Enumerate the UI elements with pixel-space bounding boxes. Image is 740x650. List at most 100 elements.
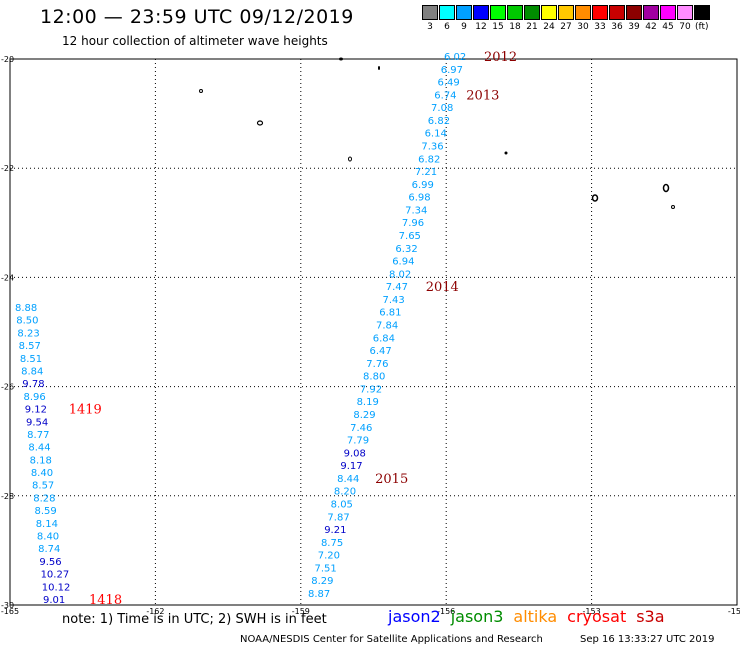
lon-tick-label: -156 [437,607,455,616]
swh-label: 8.40 [37,532,59,543]
lon-tick-label: -150 [728,607,740,616]
legend-label: 9 [461,22,467,32]
credit-text: NOAA/NESDIS Center for Satellite Applica… [240,634,543,645]
legend-swatch [575,5,591,20]
swh-label: 7.20 [318,551,340,562]
legend-swatch [592,5,608,20]
swh-label: 6.02 [444,52,466,63]
island-shape [199,89,203,93]
swh-label: 9.21 [324,525,346,536]
swh-label: 6.82 [428,116,450,127]
legend-swatch [473,5,489,20]
swh-label: 8.74 [38,544,60,555]
cycle-label: 2012 [484,50,517,65]
island-shape [378,66,380,70]
island-shape [348,156,352,162]
island-shape [504,151,508,155]
map-grid: -165 -162 -159 -156 -153 -150 -20 -22 -24 -26 -28 -… [1,55,740,616]
mission-name: cryosat [567,607,627,626]
swh-label: 7.43 [382,295,404,306]
lat-tick-label: -22 [1,164,14,173]
swh-label: 9.08 [344,448,366,459]
legend-label: 6 [444,22,450,32]
swh-label: 9.01 [43,595,65,606]
swh-label: 7.21 [415,167,437,178]
swh-label: 8.50 [16,316,38,327]
legend-swatch [507,5,523,20]
swh-label: 8.80 [363,372,385,383]
legend-unit: (ft) [695,22,709,32]
cycle-label: 1419 [69,403,102,418]
swh-label: 8.29 [353,410,375,421]
legend-swatch [490,5,506,20]
swh-label: 7.76 [366,359,388,370]
swh-label: 8.96 [24,392,46,403]
island-shape [591,194,599,202]
legend-label: 33 [594,22,606,32]
swh-label: 7.46 [350,423,372,434]
swh-label: 7.87 [327,512,349,523]
legend-label: 15 [492,22,504,32]
island-shape [256,120,264,126]
swh-label: 6.74 [434,90,456,101]
legend-swatch [609,5,625,20]
legend-label: 27 [560,22,572,32]
cycle-label: 2013 [466,88,499,103]
cycle-label: 1418 [89,593,122,608]
swh-label: 8.57 [32,481,54,492]
swh-label: 8.02 [389,269,411,280]
cycle-label: 2015 [375,472,408,487]
swh-label: 7.96 [402,218,424,229]
swh-label: 8.88 [15,303,37,314]
page-title: 12:00 — 23:59 UTC 09/12/2019 [40,6,354,28]
swh-label: 8.23 [17,328,39,339]
swh-label: 8.84 [21,366,43,377]
swh-label: 8.57 [19,341,41,352]
legend-label: 30 [577,22,589,32]
swh-label: 6.84 [373,333,395,344]
swh-label: 8.19 [357,397,379,408]
swh-label: 8.40 [31,468,53,479]
island-shape [339,57,343,61]
swh-label: 9.12 [25,405,47,416]
swh-label: 9.54 [26,417,48,428]
swh-label: 7.65 [399,231,421,242]
swh-label: 6.97 [441,65,463,76]
island-outlines [199,57,675,209]
legend-label: 70 [679,22,691,32]
swh-label: 8.75 [321,538,343,549]
legend-label: 24 [543,22,555,32]
swh-label: 9.78 [22,379,44,390]
legend-swatch [677,5,693,20]
legend-label: 3 [427,22,433,32]
swh-label: 6.99 [412,180,434,191]
swh-label: 7.51 [314,563,336,574]
swh-label: 8.44 [28,443,50,454]
generated-timestamp: Sep 16 13:33:27 UTC 2019 [580,634,715,645]
swh-label: 7.34 [405,205,427,216]
footer-note: note: 1) Time is in UTC; 2) SWH is in fe… [62,612,327,627]
lon-tick-label: -162 [146,607,164,616]
swh-label: 8.14 [36,519,58,530]
swh-label: 10.12 [42,582,71,593]
legend-swatch [660,5,676,20]
lat-tick-label: -26 [1,383,14,392]
swh-label: 7.92 [360,384,382,395]
swh-label: 6.14 [425,129,447,140]
swh-label: 8.29 [311,576,333,587]
page-subtitle: 12 hour collection of altimeter wave hei… [62,34,328,48]
cycle-label: 2014 [426,280,459,295]
swh-label: 9.17 [340,461,362,472]
lat-tick-label: -24 [1,273,14,282]
legend-label: 21 [526,22,538,32]
legend-swatch [643,5,659,20]
legend-label: 18 [509,22,521,32]
mission-name: altika [513,607,558,626]
mission-name: s3a [636,607,665,626]
legend-swatch [439,5,455,20]
lat-tick-label: -28 [1,492,14,501]
legend-swatch [456,5,472,20]
swh-label: 7.84 [376,321,398,332]
swh-label: 7.36 [421,142,443,153]
